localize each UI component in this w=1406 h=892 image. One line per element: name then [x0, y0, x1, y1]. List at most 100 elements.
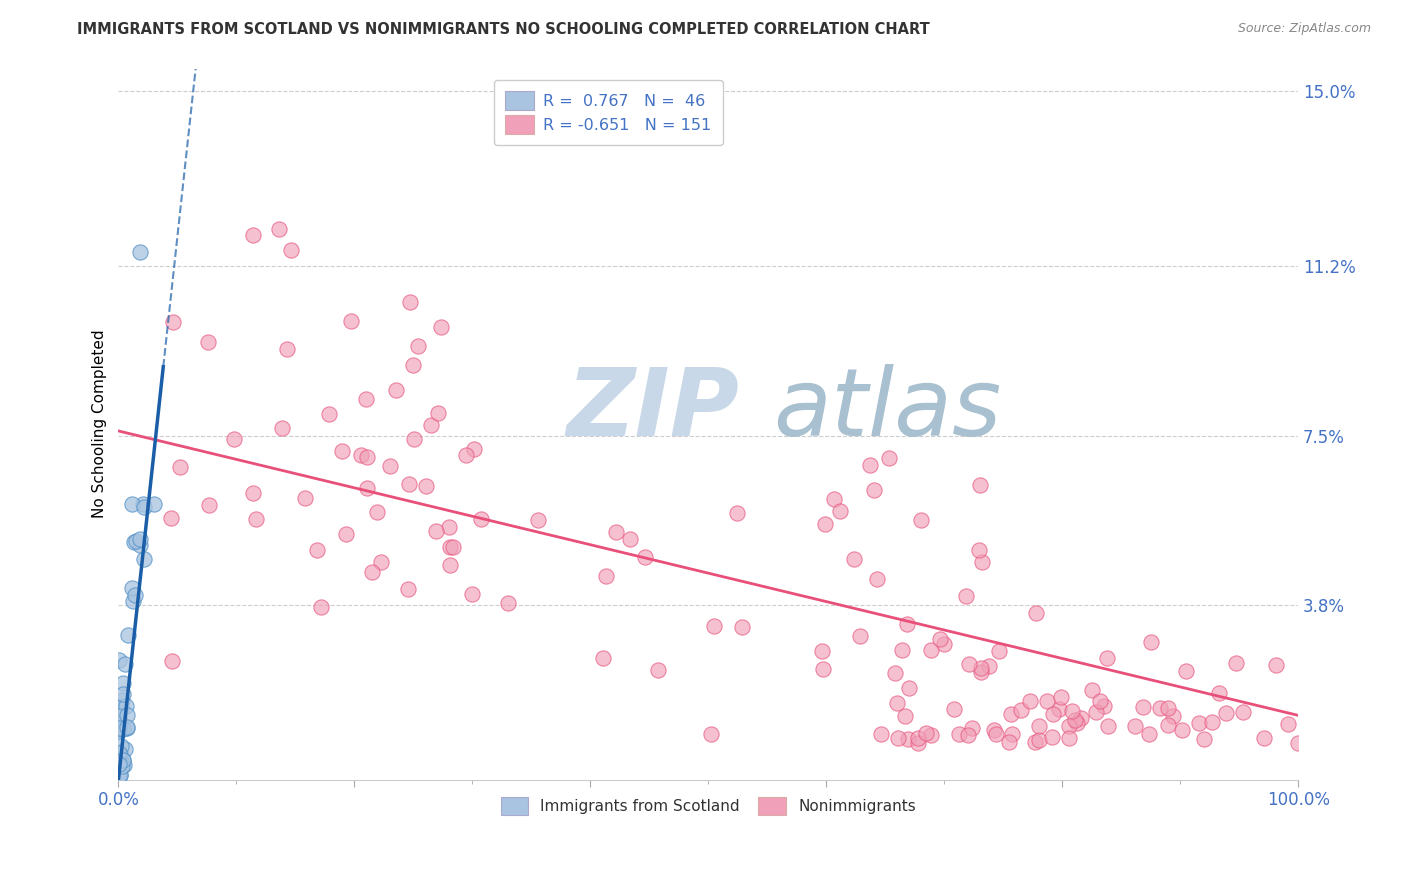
- Point: [398, 476, 420, 491]
- Point: [1064, 713, 1087, 727]
- Point: [977, 659, 1000, 673]
- Point: [439, 519, 461, 533]
- Point: [111, 687, 134, 701]
- Point: [1028, 719, 1050, 733]
- Point: [425, 524, 447, 539]
- Point: [330, 444, 353, 458]
- Point: [595, 569, 617, 583]
- Point: [169, 460, 191, 475]
- Point: [335, 527, 357, 541]
- Point: [1080, 683, 1102, 698]
- Point: [870, 727, 893, 741]
- Point: [730, 619, 752, 633]
- Point: [114, 699, 136, 714]
- Point: [385, 383, 408, 397]
- Y-axis label: No Schooling Completed: No Schooling Completed: [93, 330, 107, 518]
- Text: atlas: atlas: [773, 364, 1001, 455]
- Point: [647, 663, 669, 677]
- Point: [955, 589, 977, 603]
- Point: [859, 458, 882, 472]
- Point: [114, 742, 136, 756]
- Point: [366, 505, 388, 519]
- Point: [1215, 706, 1237, 721]
- Point: [1066, 715, 1088, 730]
- Point: [969, 478, 991, 492]
- Point: [814, 517, 837, 532]
- Point: [849, 629, 872, 643]
- Point: [957, 657, 980, 672]
- Point: [402, 358, 425, 372]
- Point: [1170, 723, 1192, 737]
- Point: [988, 644, 1011, 658]
- Point: [129, 538, 152, 552]
- Point: [110, 747, 132, 762]
- Point: [142, 497, 165, 511]
- Point: [1139, 635, 1161, 649]
- Point: [948, 727, 970, 741]
- Point: [1149, 701, 1171, 715]
- Point: [1060, 704, 1083, 718]
- Point: [110, 739, 132, 753]
- Point: [920, 728, 942, 742]
- Point: [983, 723, 1005, 737]
- Point: [454, 448, 477, 462]
- Point: [910, 513, 932, 527]
- Point: [1201, 714, 1223, 729]
- Point: [280, 244, 302, 258]
- Point: [115, 707, 138, 722]
- Point: [970, 661, 993, 675]
- Point: [108, 721, 131, 735]
- Point: [1264, 657, 1286, 672]
- Point: [605, 524, 627, 539]
- Point: [970, 665, 993, 679]
- Point: [441, 540, 464, 554]
- Point: [1011, 703, 1033, 717]
- Point: [108, 768, 131, 782]
- Point: [108, 746, 131, 760]
- Point: [117, 628, 139, 642]
- Point: [1097, 651, 1119, 665]
- Point: [439, 540, 461, 554]
- Point: [108, 708, 131, 723]
- Point: [1137, 727, 1160, 741]
- Point: [1277, 717, 1299, 731]
- Point: [886, 696, 908, 710]
- Point: [108, 653, 131, 667]
- Point: [267, 222, 290, 236]
- Point: [396, 582, 419, 597]
- Point: [108, 768, 131, 782]
- Text: IMMIGRANTS FROM SCOTLAND VS NONIMMIGRANTS NO SCHOOLING COMPLETED CORRELATION CHA: IMMIGRANTS FROM SCOTLAND VS NONIMMIGRANT…: [77, 22, 931, 37]
- Point: [863, 483, 886, 497]
- Point: [294, 491, 316, 505]
- Point: [1001, 727, 1024, 741]
- Point: [134, 500, 156, 515]
- Point: [1174, 664, 1197, 678]
- Point: [842, 552, 865, 566]
- Point: [890, 643, 912, 657]
- Point: [426, 407, 449, 421]
- Point: [592, 650, 614, 665]
- Point: [1157, 718, 1180, 732]
- Point: [997, 735, 1019, 749]
- Point: [1132, 700, 1154, 714]
- Point: [276, 342, 298, 356]
- Legend: Immigrants from Scotland, Nonimmigrants: Immigrants from Scotland, Nonimmigrants: [491, 786, 927, 825]
- Point: [108, 711, 131, 725]
- Point: [132, 497, 155, 511]
- Point: [222, 432, 245, 446]
- Point: [108, 748, 131, 763]
- Point: [111, 753, 134, 767]
- Point: [1028, 733, 1050, 747]
- Point: [108, 756, 131, 771]
- Point: [907, 735, 929, 749]
- Point: [121, 497, 143, 511]
- Point: [1042, 706, 1064, 721]
- Point: [1123, 719, 1146, 733]
- Point: [932, 637, 955, 651]
- Point: [115, 721, 138, 735]
- Point: [340, 314, 363, 328]
- Point: [378, 459, 401, 474]
- Point: [619, 533, 641, 547]
- Point: [920, 643, 942, 657]
- Point: [111, 754, 134, 768]
